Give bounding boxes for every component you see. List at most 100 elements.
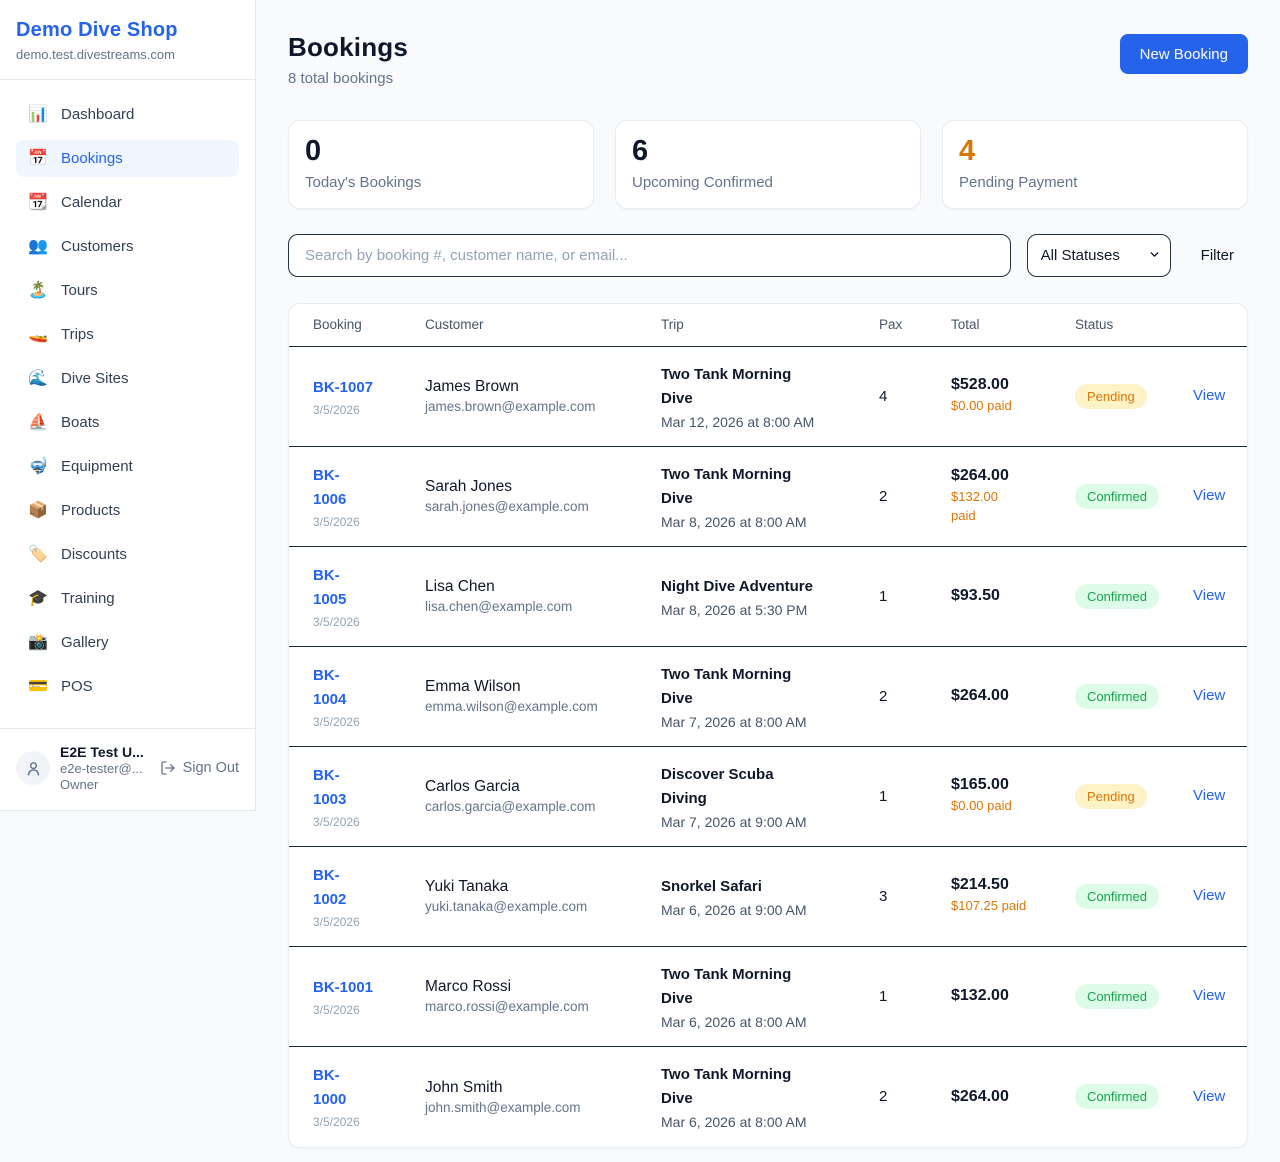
column-header-trip: Trip <box>661 317 684 333</box>
sidebar-item-label: Customers <box>61 238 134 255</box>
sidebar: Demo Dive Shop demo.test.divestreams.com… <box>0 0 256 811</box>
sidebar-item-pos[interactable]: 💳 POS <box>16 668 239 705</box>
sidebar-item-label: Products <box>61 502 121 519</box>
total-cell: $93.50 <box>951 587 1075 605</box>
sidebar-item-dashboard[interactable]: 📊 Dashboard <box>16 96 239 133</box>
total-amount: $132.00 <box>951 987 1009 1005</box>
search-input[interactable] <box>288 233 1011 277</box>
sidebar-item-training[interactable]: 🎓 Training <box>16 580 239 617</box>
total-cell: $165.00 $0.00 paid <box>951 776 1075 816</box>
status-badge: Confirmed <box>1075 583 1159 609</box>
trip-cell: Discover Scuba Diving Mar 7, 2026 at 9:00… <box>661 763 879 830</box>
speedboat-icon: 🚤 <box>28 325 48 343</box>
total-amount: $264.00 <box>951 467 1009 485</box>
paid-amount: $0.00 paid <box>951 798 1012 814</box>
sidebar-item-discounts[interactable]: 🏷️ Discounts <box>16 536 239 573</box>
pax-cell: 2 <box>879 687 888 705</box>
sidebar-item-dive-sites[interactable]: 🌊 Dive Sites <box>16 360 239 397</box>
status-badge: Confirmed <box>1075 683 1159 709</box>
sidebar-item-label: Training <box>61 590 115 607</box>
customer-cell: Emma Wilson emma.wilson@example.com <box>425 678 661 714</box>
view-link[interactable]: View <box>1193 987 1226 1005</box>
trip-cell: Night Dive Adventure Mar 8, 2026 at 5:30… <box>661 575 879 618</box>
sidebar-item-tours[interactable]: 🏝️ Tours <box>16 272 239 309</box>
status-select-wrap: All Statuses <box>1026 233 1171 277</box>
booking-date: 3/5/2026 <box>313 1115 360 1130</box>
sidebar-nav: 📊 Dashboard 📅 Bookings 📆 Calendar 👥 Cust… <box>0 80 255 720</box>
sidebar-item-calendar[interactable]: 📆 Calendar <box>16 184 239 221</box>
sign-out-icon <box>160 761 175 775</box>
view-link[interactable]: View <box>1193 1087 1226 1105</box>
view-link[interactable]: View <box>1193 887 1226 905</box>
booking-id-link[interactable]: BK- 1005 <box>313 566 347 608</box>
trip-cell: Two Tank Morning Dive Mar 7, 2026 at 8:00… <box>661 663 879 730</box>
customer-cell: Marco Rossi marco.rossi@example.com <box>425 978 661 1014</box>
view-link[interactable]: View <box>1193 487 1226 505</box>
stat-label: Today's Bookings <box>305 173 422 191</box>
filter-button[interactable]: Filter <box>1187 247 1248 264</box>
sidebar-item-gallery[interactable]: 📸 Gallery <box>16 624 239 661</box>
pax-cell: 1 <box>879 987 888 1005</box>
user-email: e2e-tester@... <box>60 761 143 776</box>
sidebar-item-equipment[interactable]: 🤿 Equipment <box>16 448 239 485</box>
graduation-cap-icon: 🎓 <box>28 589 48 607</box>
sign-out-button[interactable]: Sign Out <box>160 760 239 776</box>
sidebar-item-label: Discounts <box>61 546 127 563</box>
booking-id-link[interactable]: BK- 1004 <box>313 666 347 708</box>
booking-id-link[interactable]: BK- 1002 <box>313 866 347 908</box>
new-booking-button[interactable]: New Booking <box>1119 34 1248 74</box>
sidebar-item-customers[interactable]: 👥 Customers <box>16 228 239 265</box>
user-name: E2E Test U... <box>60 744 144 760</box>
sidebar-item-trips[interactable]: 🚤 Trips <box>16 316 239 353</box>
user-info: E2E Test U... e2e-tester@... Owner <box>60 744 144 792</box>
page-header: Bookings 8 total bookings New Booking <box>288 32 1248 87</box>
stats-row: 0 Today's Bookings 6 Upcoming Confirmed … <box>288 120 1248 209</box>
view-link[interactable]: View <box>1193 687 1226 705</box>
total-cell: $264.00 <box>951 687 1075 705</box>
status-cell: Confirmed <box>1075 583 1193 609</box>
customer-name: Marco Rossi <box>425 978 512 996</box>
status-badge: Pending <box>1075 783 1147 809</box>
trip-time: Mar 12, 2026 at 8:00 AM <box>661 413 815 430</box>
status-badge: Confirmed <box>1075 1084 1159 1110</box>
people-icon: 👥 <box>28 237 48 255</box>
customer-email: lisa.chen@example.com <box>425 599 573 615</box>
booking-id-link[interactable]: BK- 1006 <box>313 466 347 508</box>
total-cell: $528.00 $0.00 paid <box>951 376 1075 416</box>
booking-id-link[interactable]: BK-1007 <box>313 378 374 396</box>
sidebar-item-bookings[interactable]: 📅 Bookings <box>16 140 239 177</box>
sidebar-item-products[interactable]: 📦 Products <box>16 492 239 529</box>
user-role: Owner <box>60 777 99 792</box>
pax-cell: 3 <box>879 887 888 905</box>
customer-cell: James Brown james.brown@example.com <box>425 378 661 414</box>
status-cell: Pending <box>1075 783 1193 809</box>
booking-id-link[interactable]: BK-1001 <box>313 978 374 996</box>
booking-id-link[interactable]: BK- 1000 <box>313 1067 347 1109</box>
credit-card-icon: 💳 <box>28 677 48 695</box>
trip-cell: Two Tank Morning Dive Mar 12, 2026 at 8:0… <box>661 363 879 430</box>
booking-date: 3/5/2026 <box>313 614 360 629</box>
trip-time: Mar 6, 2026 at 9:00 AM <box>661 901 807 918</box>
status-cell: Confirmed <box>1075 1084 1193 1110</box>
status-select[interactable]: All Statuses <box>1026 233 1171 277</box>
view-link[interactable]: View <box>1193 787 1226 805</box>
customer-cell: Carlos Garcia carlos.garcia@example.com <box>425 778 661 814</box>
view-link[interactable]: View <box>1193 387 1226 405</box>
customer-email: james.brown@example.com <box>425 399 596 415</box>
customer-cell: Yuki Tanaka yuki.tanaka@example.com <box>425 878 661 914</box>
stat-card: 6 Upcoming Confirmed <box>615 120 921 209</box>
sidebar-item-boats[interactable]: ⛵ Boats <box>16 404 239 441</box>
total-amount: $264.00 <box>951 1087 1009 1105</box>
sidebar-item-label: POS <box>61 678 93 695</box>
trip-time: Mar 6, 2026 at 8:00 AM <box>661 1013 807 1030</box>
view-link[interactable]: View <box>1193 587 1226 605</box>
status-cell: Pending <box>1075 383 1193 409</box>
booking-id-link[interactable]: BK- 1003 <box>313 766 347 808</box>
action-cell: View <box>1193 687 1225 705</box>
booking-cell: BK-1001 3/5/2026 <box>313 976 425 1017</box>
brand-title[interactable]: Demo Dive Shop <box>16 19 178 41</box>
trip-time: Mar 7, 2026 at 9:00 AM <box>661 813 807 830</box>
status-badge: Pending <box>1075 383 1147 409</box>
wave-icon: 🌊 <box>28 369 48 387</box>
trip-cell: Two Tank Morning Dive Mar 8, 2026 at 8:00… <box>661 463 879 530</box>
